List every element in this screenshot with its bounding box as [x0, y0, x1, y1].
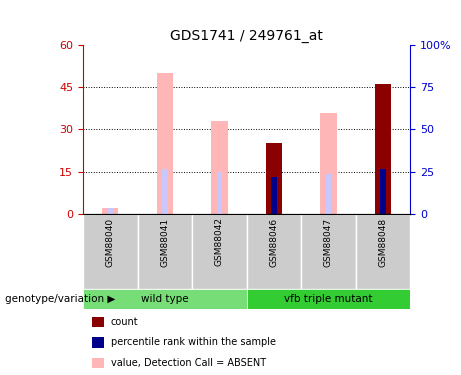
- Bar: [380, 169, 386, 214]
- Bar: [271, 177, 277, 214]
- Text: GSM88047: GSM88047: [324, 217, 333, 267]
- Text: value, Detection Call = ABSENT: value, Detection Call = ABSENT: [111, 358, 266, 368]
- Bar: [107, 208, 113, 214]
- Text: percentile rank within the sample: percentile rank within the sample: [111, 338, 276, 347]
- Bar: [356, 214, 410, 289]
- Bar: [162, 169, 167, 214]
- Bar: [301, 214, 356, 289]
- Text: GSM88041: GSM88041: [160, 217, 169, 267]
- Bar: [266, 144, 282, 214]
- Bar: [247, 289, 410, 309]
- Text: count: count: [111, 317, 138, 327]
- Text: GSM88048: GSM88048: [378, 217, 388, 267]
- Bar: [157, 73, 173, 214]
- Bar: [247, 214, 301, 289]
- Bar: [137, 214, 192, 289]
- Text: GSM88046: GSM88046: [269, 217, 278, 267]
- Bar: [217, 172, 222, 214]
- Title: GDS1741 / 249761_at: GDS1741 / 249761_at: [170, 28, 323, 43]
- Text: vfb triple mutant: vfb triple mutant: [284, 294, 372, 304]
- Text: GSM88040: GSM88040: [106, 217, 115, 267]
- Text: wild type: wild type: [141, 294, 189, 304]
- Bar: [211, 121, 228, 214]
- Bar: [102, 208, 118, 214]
- Bar: [83, 289, 247, 309]
- Text: genotype/variation ▶: genotype/variation ▶: [5, 294, 115, 304]
- Bar: [326, 174, 331, 214]
- Bar: [375, 84, 391, 214]
- Text: GSM88042: GSM88042: [215, 217, 224, 267]
- Bar: [83, 214, 137, 289]
- Bar: [192, 214, 247, 289]
- Bar: [320, 112, 337, 214]
